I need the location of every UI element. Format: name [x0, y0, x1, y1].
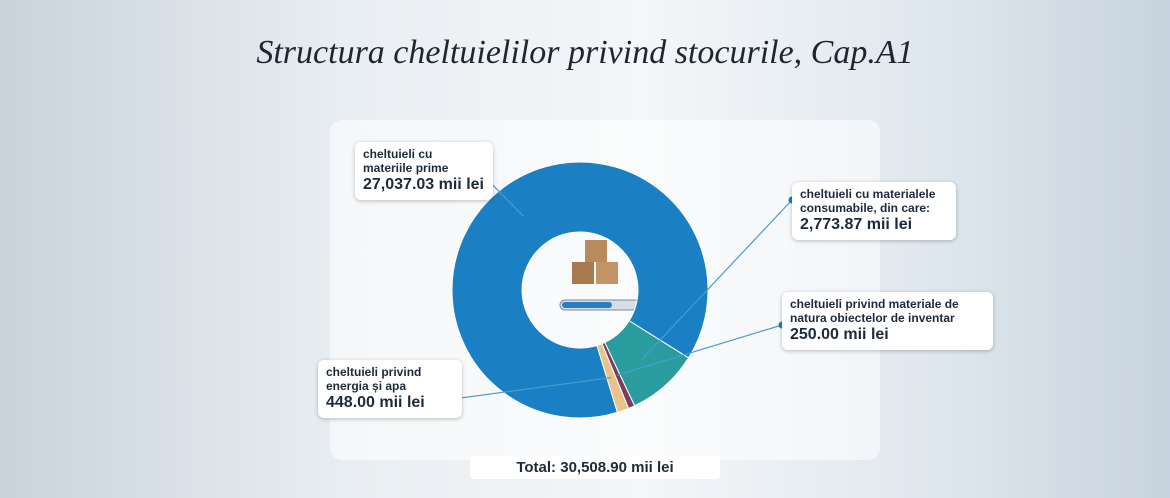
- callout: cheltuieli privind energia și apa 448.00 …: [318, 360, 462, 418]
- box-icon: [559, 240, 641, 311]
- donut-segment: [596, 343, 630, 414]
- value-label: 250.00 mii lei: [790, 326, 889, 343]
- value-label: 2,773.87 mii lei: [800, 216, 913, 233]
- chart-title: Structura cheltuielilor privind stocuril…: [256, 34, 914, 71]
- leader-line: [445, 376, 612, 401]
- leader-line: [617, 324, 783, 376]
- category-label: cheltuieli cu materiile prime: [363, 147, 449, 175]
- callout: cheltuieli privind materiale de natura o…: [782, 292, 993, 350]
- callout: cheltuieli cu materialele consumabile, d…: [792, 182, 956, 240]
- value-label: 27,037.03 mii lei: [363, 176, 484, 193]
- panel: [330, 120, 880, 460]
- total-label: Total: 30,508.90 mii lei: [470, 456, 720, 479]
- donut-segment: [451, 161, 709, 419]
- leader-line: [641, 199, 793, 360]
- value-label: 448.00 mii lei: [326, 394, 425, 411]
- category-label: cheltuieli privind energia și apa: [326, 365, 422, 393]
- category-label: cheltuieli privind materiale de natura o…: [790, 297, 959, 325]
- callout: cheltuieli cu materiile prime 27,037.03 m…: [355, 142, 493, 200]
- category-label: cheltuieli cu materialele consumabile, d…: [800, 187, 936, 215]
